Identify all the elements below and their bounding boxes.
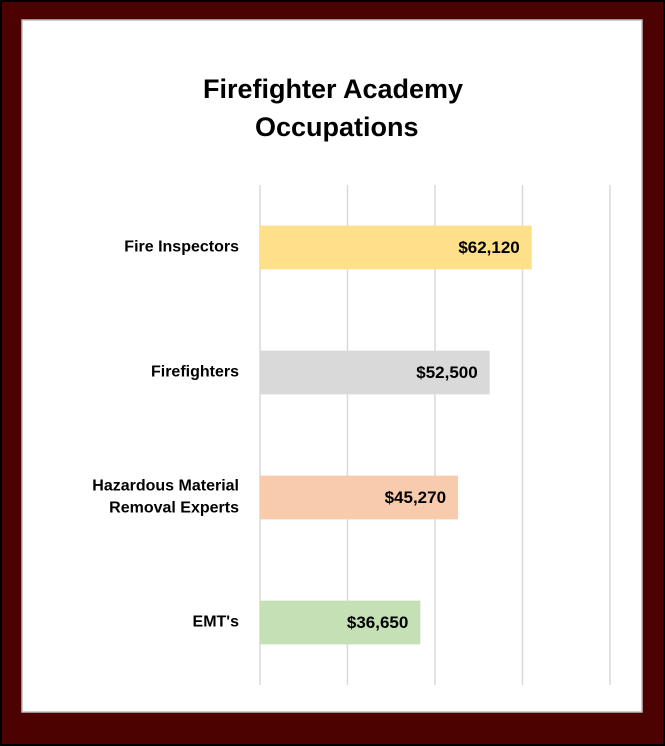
bar: [260, 600, 421, 645]
category-label: EMT's: [193, 614, 240, 631]
bar: [260, 475, 459, 520]
bar: [260, 225, 532, 270]
category-label: Firefighters: [151, 364, 239, 381]
value-label: $36,650: [347, 613, 408, 632]
value-label: $52,500: [416, 363, 477, 382]
category-label: Hazardous Material Removal Experts: [92, 478, 239, 517]
chart-title: Firefighter Academy Occupations: [203, 74, 463, 142]
value-label: $62,120: [458, 238, 519, 257]
category-label: Fire Inspectors: [124, 239, 239, 256]
bar: [260, 350, 490, 395]
value-label: $45,270: [385, 488, 446, 507]
